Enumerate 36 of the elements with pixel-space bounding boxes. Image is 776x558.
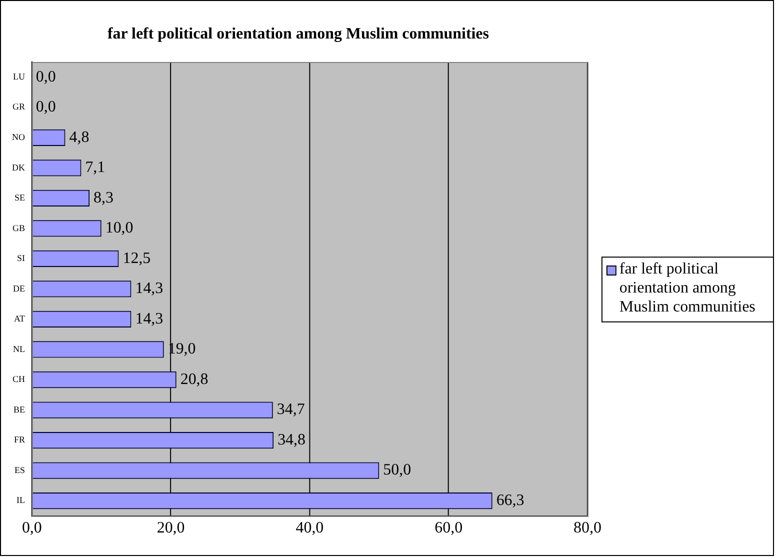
y-tick-label: AT	[14, 314, 26, 324]
data-label: 34,7	[276, 401, 305, 418]
data-label: 12,5	[122, 250, 151, 267]
data-label: 20,8	[180, 370, 208, 388]
y-tick-label: GB	[12, 222, 25, 233]
data-label: 4,8	[69, 128, 90, 146]
x-tick-label: 0,0	[22, 520, 42, 537]
data-label: 10,0	[105, 220, 134, 237]
data-label: 7,1	[85, 159, 106, 176]
y-tick-label: FR	[14, 434, 25, 445]
x-tick-label: 20,0	[156, 520, 185, 537]
data-label: 34,8	[278, 431, 306, 448]
data-label: 66,3	[496, 492, 524, 509]
y-tick-label: ES	[14, 464, 25, 475]
data-label: 50,0	[383, 462, 412, 479]
x-tick-label: 60,0	[434, 520, 463, 537]
y-tick-label: NL	[12, 344, 25, 354]
data-label: 8,3	[94, 189, 114, 206]
x-tick-label: 40,0	[296, 520, 324, 537]
y-tick-label: GR	[12, 102, 25, 112]
data-label: 0,0	[36, 98, 56, 116]
y-tick-label: BE	[13, 404, 26, 414]
y-tick-label: DK	[12, 162, 26, 172]
x-tick-label: 80,0	[574, 520, 602, 537]
y-tick-label: IL	[16, 495, 25, 506]
y-tick-label: SI	[16, 253, 25, 264]
data-label: 14,3	[135, 280, 164, 298]
legend-label: far left political orientation among Muslim communities	[619, 260, 756, 316]
y-tick-label: DE	[12, 283, 26, 294]
y-tick-label: NO	[12, 132, 26, 142]
data-label: 14,3	[135, 310, 164, 328]
data-label: 0,0	[36, 68, 56, 86]
y-tick-label: LU	[12, 71, 26, 82]
chart-title: far left political orientation among Muslim communities	[107, 26, 489, 43]
y-tick-label: CH	[12, 374, 26, 384]
y-tick-label: SE	[14, 192, 26, 203]
